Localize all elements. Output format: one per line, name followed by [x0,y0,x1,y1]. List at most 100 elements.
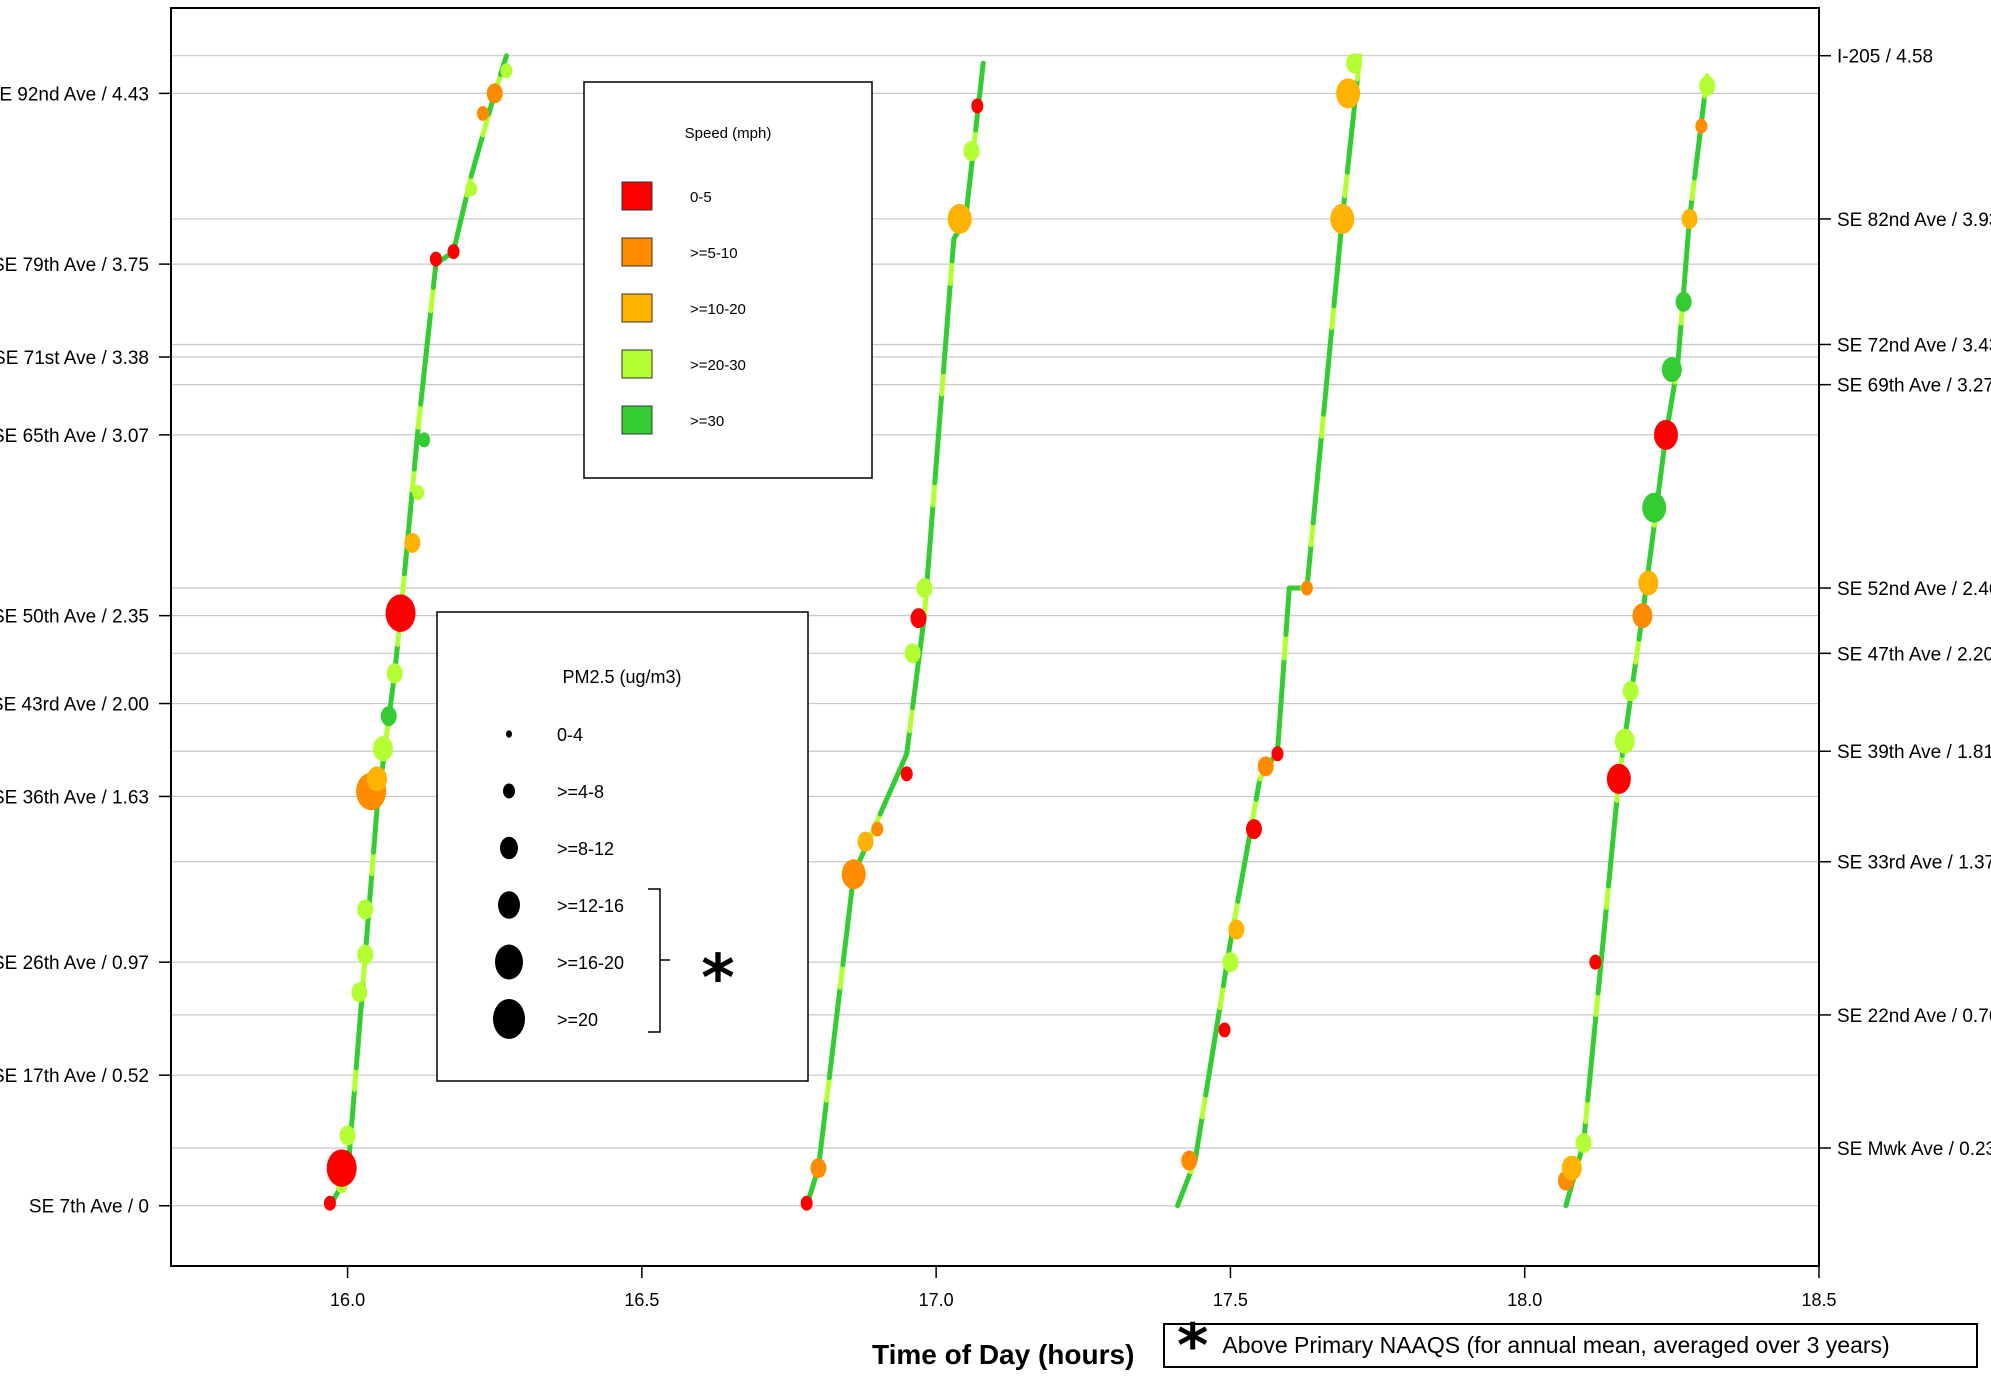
pm-point [412,485,425,501]
pm-point [810,1158,827,1179]
trajectory-segment [1694,134,1703,161]
trajectory-segment [845,894,854,922]
trajectory-segment [1331,281,1339,309]
left-tick-label: SE 17th Ave / 0.52 [0,1066,149,1087]
trajectory-segment [1585,1076,1593,1103]
left-tick-label: SE 79th Ave / 3.75 [0,255,149,276]
trajectory-segment [1676,320,1684,347]
pm-point [1675,291,1692,312]
trajectory-segment [832,1007,840,1035]
pm-point [900,766,913,782]
trajectory-segment [415,401,424,430]
pm-point [1245,819,1262,840]
pm-label: >=16-20 [557,953,624,973]
trajectory-segment [468,153,480,179]
trajectory-segment [834,984,843,1013]
pm-point [476,105,489,121]
trajectory-segment [933,435,941,464]
right-axis-labels: I-205 / 4.58 SE 82nd Ave / 3.93 SE 72nd Av… [1819,47,1991,1160]
pm-point [357,899,374,920]
trajectory-segment [1603,883,1611,910]
trajectory-segment [826,1052,835,1081]
speed-swatch [621,237,653,267]
trajectory-segment [1699,93,1708,120]
pm-point [1218,1022,1231,1038]
pm-point [500,63,513,79]
trajectory-segment [1283,608,1291,638]
pm-point [904,643,921,664]
trajectory-segment [1285,585,1292,614]
trajectory-segment [910,682,919,711]
trajectory-segment [932,458,939,486]
trajectory-segment [837,962,846,990]
trajectory-segment [423,331,431,360]
trajectory-segment [400,571,407,598]
trajectory-segment [1333,259,1341,287]
trajectory-segment [420,354,429,384]
trajectory-segment [1593,990,1601,1017]
right-tick-label: SE 33rd Ave / 1.37 [1837,853,1991,874]
trajectory-segment [1335,238,1343,265]
x-axis: 16.0 16.5 17.0 17.5 18.0 18.5 [330,1266,1837,1310]
trajectory-segment [1666,397,1675,420]
trajectory-segment [925,546,933,574]
trajectory-segment [944,302,952,331]
right-tick-label: SE 69th Ave / 3.27 [1837,376,1991,397]
pm-point [1330,203,1355,234]
trajectory-segment [407,487,415,514]
pm-symbol [493,999,525,1039]
pm-label: >=20 [557,1010,598,1030]
grid-lines [171,55,1819,1207]
pm-point [857,831,874,852]
trajectory-segment [350,1086,357,1114]
pm-point [1638,570,1659,596]
trajectory-segment [372,806,380,834]
speed-label: >=5-10 [690,245,738,262]
x-tick-label: 17.5 [1213,1290,1248,1310]
pm-label: >=8-12 [557,839,614,859]
pm-point [351,982,368,1003]
trajectory-segment [1199,1092,1209,1120]
trajectory-segment [1308,520,1316,548]
trajectory-segment [840,939,849,968]
pm-point [916,578,933,599]
trajectory-segment [1323,368,1331,396]
speed-swatch [621,405,653,435]
run-2 [800,60,986,1211]
trajectory-segment [1595,969,1603,996]
trajectory-segment [1280,655,1287,684]
trajectory-segment [369,849,377,877]
left-tick-label: SE 65th Ave / 3.07 [0,426,149,447]
trajectory-segment [1612,797,1620,825]
trajectory-segment [965,171,974,200]
trajectory-segment [937,391,945,419]
naaqs-note-star: * [1177,1310,1209,1381]
pm-label: 0-4 [557,725,583,745]
trajectory-segment [1213,1005,1223,1032]
trajectory-segment [1210,1026,1219,1054]
right-tick-label: I-205 / 4.58 [1837,47,1933,68]
right-tick-label: SE Mwk Ave / 0.23 [1837,1139,1991,1160]
pm-point [1336,78,1361,109]
pm-point [1622,680,1639,701]
pm-point [385,594,416,632]
trajectory-segment [413,424,421,451]
pm-point [1181,1150,1198,1171]
trajectory-segment [1342,169,1350,199]
pm-point [1575,1132,1592,1153]
trajectory-segment [942,325,950,353]
trajectory-segment [1657,454,1666,483]
left-axis-labels: SE 92nd Ave / 4.43 SE 79th Ave / 3.75 SE 7… [0,84,171,1218]
trajectories [323,53,1716,1211]
x-tick-label: 16.5 [624,1290,659,1310]
trajectory-segment [1347,123,1355,152]
pm-symbol [500,836,518,860]
pm-bracket [648,888,670,1033]
pm-label: >=4-8 [557,782,604,802]
pm-symbol [498,891,520,919]
pm-point [1606,763,1631,794]
trajectory-segment [1583,1097,1591,1125]
pm-legend-box [436,611,809,1082]
pm-point [971,98,984,114]
trajectory-segment [1599,926,1607,953]
